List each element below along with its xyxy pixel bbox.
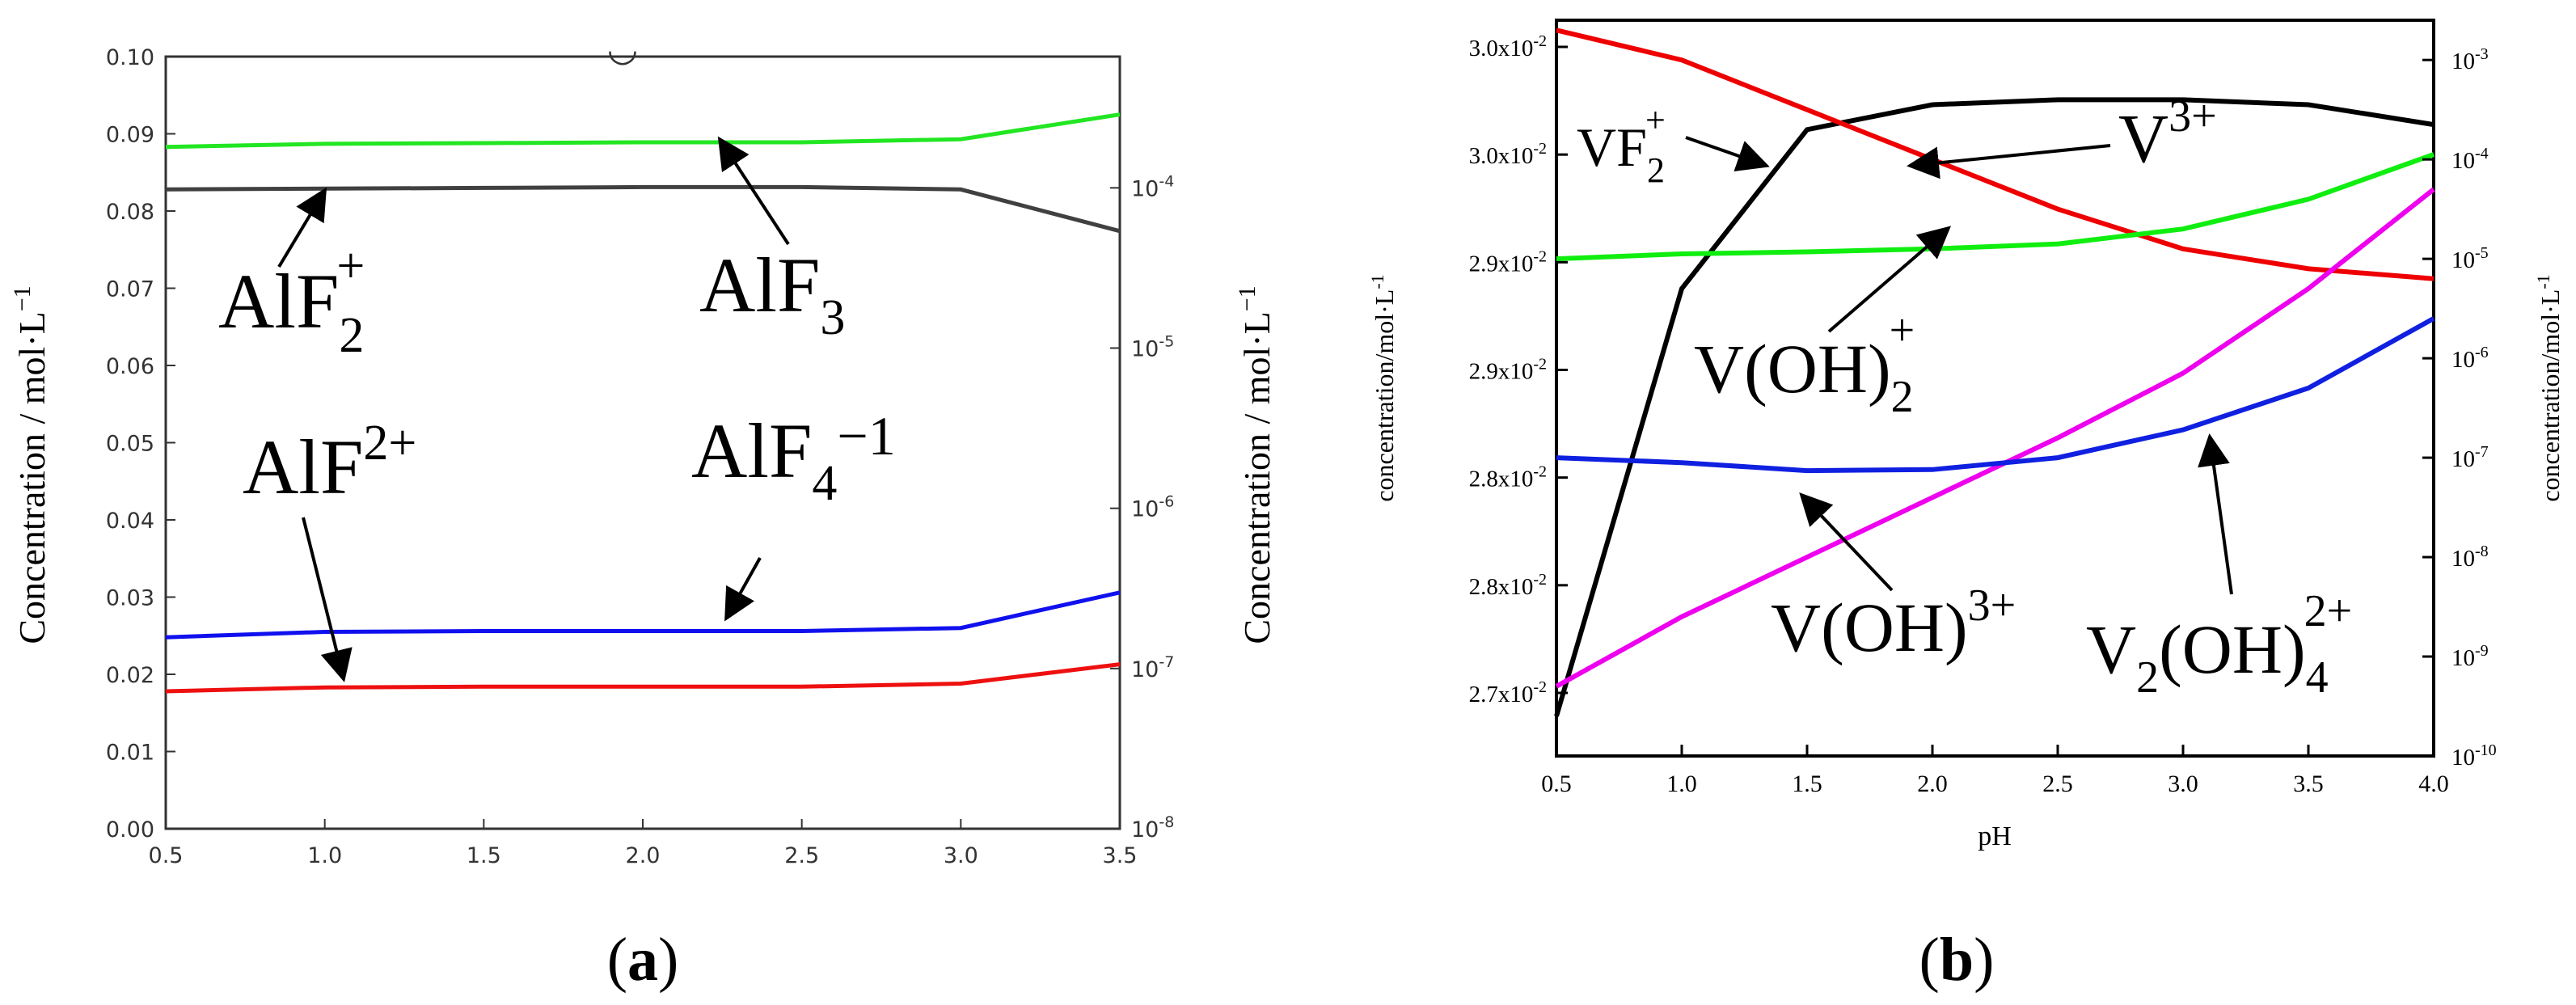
label-alf-2plus: AlF2+: [243, 416, 416, 510]
y-tick-label: 0.08: [106, 200, 154, 225]
series-line-v3: [1554, 97, 2435, 717]
y-tick-label: 0.00: [106, 817, 154, 842]
arrow-alf2-plus: [277, 187, 327, 268]
panel-b-series: [1554, 27, 2435, 717]
y-tick-label: 0.09: [106, 123, 154, 148]
x-tick-label: 1.0: [307, 843, 342, 868]
y-tick-label: 0.10: [106, 45, 154, 70]
panel-b-right-ticks: 10-3 10-4 10-5 10-6 10-7 10-8 10-9 10-10: [2422, 45, 2497, 771]
right-tick-label: 10-9: [2451, 642, 2489, 671]
right-tick-label: 10-8: [2451, 543, 2489, 572]
series-line-vf2: [1556, 27, 2435, 281]
left-tick-label: 2.9x10-2: [1469, 356, 1547, 385]
caption-a: (a): [607, 926, 679, 994]
label-vf2-plus: VF2+: [1577, 100, 1666, 190]
x-tick-label: 3.5: [2293, 771, 2324, 797]
left-tick-label: 2.8x10-2: [1469, 463, 1547, 492]
left-tick-label: 2.9x10-2: [1469, 247, 1547, 277]
series-line-alf4-1: [165, 590, 1121, 640]
arrow-voh2-plus: [1827, 226, 1952, 333]
right-tick-label: 10-6: [1131, 493, 1174, 522]
panel-a-y-ticks: 0.00 0.01 0.02 0.03 0.04 0.05 0.06 0.07 0.08 0.09…: [106, 45, 175, 842]
panel-b-frame: [1555, 19, 2435, 758]
panel-a-series: [165, 112, 1121, 694]
x-tick-label: 3.5: [1103, 843, 1138, 868]
right-tick-label: 10-8: [1131, 813, 1174, 842]
x-tick-label: 0.5: [1541, 771, 1572, 797]
x-tick-label: 3.0: [2168, 771, 2198, 797]
y-tick-label: 0.04: [106, 509, 154, 534]
y-tick-label: 0.05: [106, 432, 154, 457]
arrow-alf4: [724, 557, 762, 622]
x-tick-label: 1.5: [467, 843, 501, 868]
x-tick-label: 4.0: [2418, 771, 2449, 797]
x-tick-label: 2.0: [1917, 771, 1948, 797]
right-tick-label: 10-4: [2451, 145, 2489, 174]
panel-b-y-label: concentration/mol·L-1: [1367, 274, 1399, 501]
series-line-alf3: [165, 112, 1121, 150]
panel-a-right-ticks: 10-4 10-5 10-6 10-7 10-8: [1110, 172, 1174, 842]
arrow-alf-2plus: [302, 517, 353, 682]
panel-a-x-ticks: 0.5 1.0 1.5 2.0 2.5 3.0 3.5: [149, 819, 1138, 868]
label-voh3-plus: V(OH)3+: [1771, 581, 2016, 666]
left-tick-label: 3.0x10-2: [1469, 140, 1547, 169]
x-tick-label: 2.5: [784, 843, 819, 868]
label-v3-plus: V3+: [2118, 91, 2217, 177]
left-tick-label: 3.0x10-2: [1469, 32, 1547, 61]
label-alf3: AlF3: [699, 242, 845, 345]
left-tick-label: 2.8x10-2: [1469, 571, 1547, 600]
series-line-alf2-2: [165, 662, 1121, 694]
panel-a-y-label-right: Concentration / mol·L−1: [1234, 285, 1277, 644]
y-tick-label: 0.01: [106, 741, 154, 766]
handle-glyph: ◡: [607, 28, 638, 70]
y-tick-label: 0.02: [106, 663, 154, 688]
x-tick-label: 2.5: [2042, 771, 2073, 797]
caption-b: (b): [1919, 926, 1995, 994]
label-voh2-plus: V(OH)2+: [1694, 306, 1915, 422]
right-tick-label: 10-3: [2451, 45, 2489, 74]
left-tick-label: 2.7x10-2: [1469, 678, 1547, 707]
series-line-v-oh-3: [1555, 187, 2435, 689]
x-tick-label: 1.5: [1792, 771, 1822, 797]
x-tick-label: 0.5: [149, 843, 184, 868]
label-alf2-plus: AlF2+: [218, 239, 365, 363]
arrow-alf3: [717, 136, 790, 246]
right-tick-label: 10-4: [1131, 172, 1174, 201]
panel-b-chart: 0.5 1.0 1.5 2.0 2.5 3.0 3.5 4.0 3.0x10-23.0x10-…: [1367, 19, 2565, 851]
right-tick-label: 10-7: [1131, 653, 1174, 682]
series-line-v-oh-2: [1556, 152, 2435, 262]
arrow-v3-plus: [1907, 144, 2111, 179]
right-tick-label: 10-10: [2451, 741, 2497, 771]
right-tick-label: 10-5: [2451, 244, 2489, 273]
right-tick-label: 10-6: [2451, 344, 2489, 373]
series-line-alf2: [165, 184, 1121, 234]
series-line-v2-oh-4-2: [1556, 316, 2435, 474]
panel-b-left-ticks: 3.0x10-2 3.0x10-2 2.9x10-2 2.9x10-2 2.8x10-2…: [1469, 32, 1568, 707]
x-tick-label: 3.0: [944, 843, 978, 868]
panel-b-x-label: pH: [1978, 821, 2012, 851]
x-tick-label: 2.0: [626, 843, 661, 868]
label-alf4: AlF4−1: [691, 405, 896, 511]
right-tick-label: 10-7: [2451, 443, 2489, 472]
panel-b-y-label-right: concentration/mol·L-1: [2533, 274, 2565, 501]
y-tick-label: 0.06: [106, 354, 154, 379]
arrow-voh3-plus: [1799, 492, 1894, 592]
arrow-v2oh4-2plus: [2198, 433, 2233, 595]
label-v2oh4-2plus: V2(OH)42+: [2086, 586, 2352, 703]
y-tick-label: 0.03: [106, 586, 154, 611]
panel-b-x-ticks: 0.5 1.0 1.5 2.0 2.5 3.0 3.5 4.0: [1541, 745, 2449, 797]
arrow-vf2-plus: [1685, 136, 1770, 171]
panel-a-chart: ◡ 0.5 1.0 1.5 2.0 2.5 3.0 3.5 0.00 0.01 0.02 0.03…: [9, 28, 1277, 868]
y-tick-label: 0.07: [106, 277, 154, 302]
x-tick-label: 1.0: [1666, 771, 1697, 797]
right-tick-label: 10-5: [1131, 333, 1174, 362]
panel-a-y-label: Concentration / mol·L−1: [9, 285, 53, 644]
